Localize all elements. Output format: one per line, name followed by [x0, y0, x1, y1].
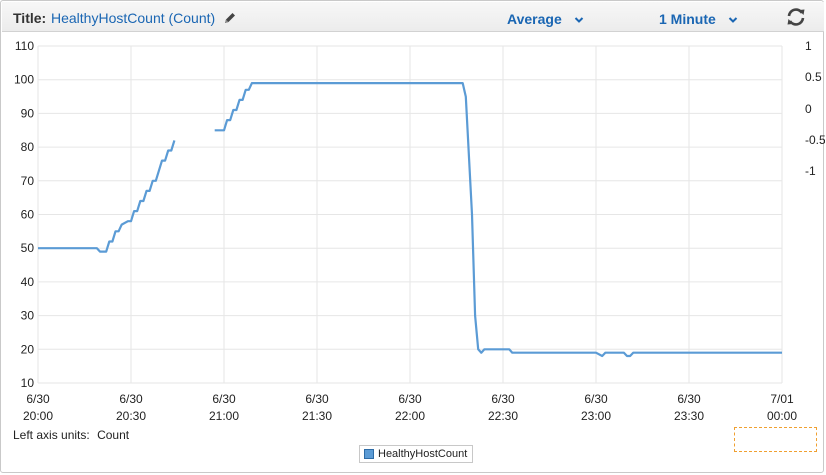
y-tick-label: 60: [21, 208, 35, 222]
axes: 1020304050607080901001106/3020:006/3020:…: [14, 39, 825, 423]
x-tick-date: 6/30: [305, 392, 329, 406]
series-line: [214, 82, 782, 358]
chevron-down-icon: [728, 17, 737, 24]
chevron-down-icon: [574, 17, 583, 24]
statistic-value: Average: [507, 11, 562, 27]
units-label: Left axis units:: [13, 428, 90, 442]
series-layer: [38, 82, 782, 358]
right-y-tick-label: -0.5: [805, 133, 825, 147]
y-tick-label: 100: [14, 73, 34, 87]
y-tick-label: 90: [21, 106, 35, 120]
legend-swatch: [364, 449, 374, 459]
x-tick-time: 23:00: [581, 409, 611, 423]
x-tick-time: 00:00: [767, 409, 797, 423]
x-tick-date: 6/30: [584, 392, 608, 406]
period-value: 1 Minute: [659, 11, 716, 27]
right-y-tick-label: -1: [805, 164, 816, 178]
chart-area: 1020304050607080901001106/3020:006/3020:…: [14, 39, 825, 423]
x-tick-date: 6/30: [677, 392, 701, 406]
refresh-icon[interactable]: [785, 7, 807, 27]
x-tick-date: 6/30: [26, 392, 50, 406]
x-tick-date: 6/30: [398, 392, 422, 406]
y-tick-label: 110: [15, 39, 34, 53]
right-y-tick-label: 1: [805, 39, 812, 53]
widget-header: Title: HealthyHostCount (Count) Average …: [2, 2, 824, 32]
right-y-tick-label: 0: [805, 102, 812, 116]
y-tick-label: 70: [21, 174, 35, 188]
x-tick-time: 21:00: [209, 409, 239, 423]
x-tick-time: 20:30: [116, 409, 146, 423]
y-tick-label: 30: [21, 309, 35, 323]
y-tick-label: 40: [21, 275, 35, 289]
y-tick-label: 20: [21, 342, 35, 356]
annotation-placeholder: [734, 427, 817, 452]
title-label: Title:: [13, 10, 47, 26]
x-tick-time: 23:30: [674, 409, 704, 423]
x-tick-time: 21:30: [302, 409, 332, 423]
x-tick-date: 7/01: [770, 392, 794, 406]
units-value: Count: [97, 428, 130, 442]
pencil-icon[interactable]: [223, 11, 237, 25]
x-tick-time: 22:00: [395, 409, 425, 423]
y-tick-label: 80: [21, 140, 35, 154]
x-tick-date: 6/30: [212, 392, 236, 406]
y-tick-label: 50: [21, 241, 35, 255]
series-line: [38, 140, 176, 253]
legend-item[interactable]: HealthyHostCount: [359, 445, 474, 463]
legend-label: HealthyHostCount: [378, 448, 468, 460]
statistic-dropdown[interactable]: Average: [507, 11, 584, 27]
right-y-tick-label: 0.5: [805, 70, 822, 84]
x-tick-date: 6/30: [119, 392, 143, 406]
title-value[interactable]: HealthyHostCount (Count): [51, 10, 216, 26]
y-tick-label: 10: [21, 376, 35, 390]
x-tick-time: 22:30: [488, 409, 518, 423]
x-tick-time: 20:00: [23, 409, 53, 423]
left-axis-units: Left axis units: Count: [13, 428, 129, 442]
period-dropdown[interactable]: 1 Minute: [659, 11, 738, 27]
x-tick-date: 6/30: [491, 392, 515, 406]
grid: [37, 45, 783, 384]
